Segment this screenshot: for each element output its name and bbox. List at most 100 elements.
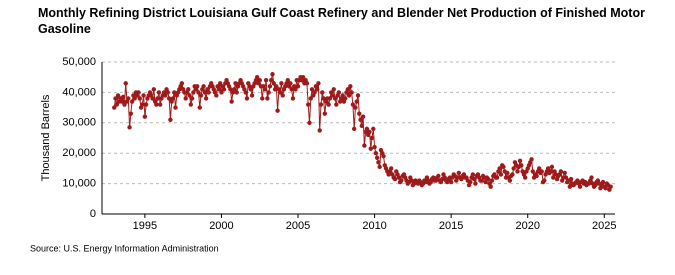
x-tick-label: 2005 [286, 220, 310, 232]
data-point [357, 111, 362, 116]
data-point [468, 179, 473, 185]
data-point [589, 175, 594, 180]
data-point [567, 184, 573, 189]
data-point [263, 78, 269, 83]
data-point [351, 126, 357, 132]
data-point [186, 87, 191, 92]
data-point [232, 87, 237, 92]
data-point [274, 84, 279, 89]
data-point [350, 102, 356, 107]
y-tick-label: 0 [90, 208, 96, 220]
data-point [539, 169, 544, 174]
data-point [371, 126, 376, 132]
data-point [498, 172, 504, 177]
data-point [154, 102, 159, 107]
data-point [448, 179, 454, 185]
data-point [345, 87, 350, 92]
data-point [142, 114, 148, 119]
data-point [229, 99, 234, 104]
data-point [155, 96, 160, 101]
data-point [558, 169, 564, 174]
data-point [262, 87, 268, 92]
data-point [288, 81, 293, 86]
data-point [277, 90, 283, 95]
data-point [306, 102, 311, 107]
data-point [409, 178, 414, 183]
data-point [507, 178, 513, 183]
data-point [257, 78, 262, 83]
data-point [377, 164, 382, 170]
data-point [254, 75, 260, 80]
data-point [120, 94, 126, 100]
data-point [172, 90, 177, 95]
data-point [217, 81, 223, 86]
data-point [113, 96, 118, 101]
data-point [191, 90, 196, 95]
data-point [187, 93, 192, 98]
data-point [488, 184, 493, 189]
data-point [529, 157, 534, 162]
data-point [248, 87, 253, 92]
data-point [608, 184, 613, 189]
data-point [314, 87, 320, 92]
data-point [168, 117, 173, 122]
data-point [197, 105, 202, 110]
data-point [173, 105, 178, 110]
data-point [249, 93, 255, 98]
data-point [327, 96, 333, 101]
data-point [517, 158, 523, 163]
x-tick-label: 2020 [515, 220, 539, 232]
data-point [129, 99, 135, 104]
data-point [170, 96, 176, 101]
data-point [334, 102, 339, 107]
data-point [494, 175, 500, 180]
data-point [367, 129, 372, 135]
data-point [562, 170, 567, 176]
data-point [501, 164, 506, 170]
data-point [485, 176, 491, 182]
data-point [269, 78, 274, 83]
data-point [577, 184, 583, 189]
data-point [112, 105, 117, 110]
x-tick-label: 2000 [209, 220, 233, 232]
data-point [318, 102, 324, 107]
data-point [128, 111, 134, 116]
data-point [381, 154, 386, 159]
data-point [364, 126, 370, 132]
data-point [219, 90, 224, 95]
data-point [551, 175, 556, 180]
data-point [479, 178, 484, 183]
data-point [309, 87, 315, 92]
data-point [156, 90, 162, 95]
data-point [266, 90, 271, 95]
data-point [165, 90, 171, 95]
data-point [234, 90, 239, 95]
data-point [376, 160, 381, 165]
data-point [115, 93, 121, 98]
data-point [151, 87, 157, 92]
data-point [122, 102, 127, 107]
data-point [271, 81, 276, 86]
data-point [279, 81, 284, 86]
data-point [136, 90, 141, 95]
data-point [320, 90, 325, 95]
data-point [360, 114, 366, 119]
data-point [126, 96, 131, 101]
x-tick-label: 1995 [133, 220, 157, 232]
data-point [346, 93, 352, 98]
data-point [295, 84, 301, 89]
data-point [471, 176, 477, 182]
data-point [343, 96, 348, 101]
data-point [308, 96, 313, 101]
data-point [203, 96, 209, 101]
data-point [600, 179, 606, 185]
data-point [114, 102, 120, 107]
data-point [198, 93, 204, 98]
data-point [534, 173, 539, 179]
data-point [300, 75, 306, 80]
data-point [549, 164, 555, 170]
data-point [206, 90, 211, 95]
y-axis-label: Thousand Barrels [40, 94, 52, 181]
data-point [260, 96, 265, 101]
